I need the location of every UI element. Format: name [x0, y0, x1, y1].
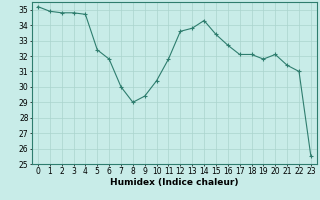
- X-axis label: Humidex (Indice chaleur): Humidex (Indice chaleur): [110, 178, 239, 187]
